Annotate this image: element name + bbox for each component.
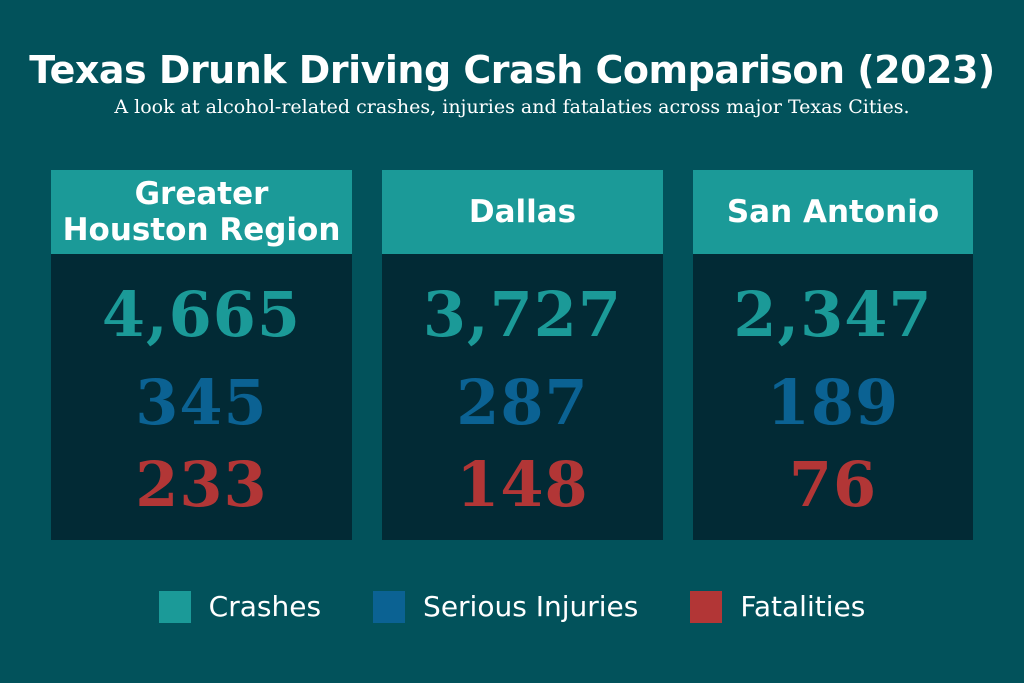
fatalities-swatch-icon [690,590,723,623]
legend-label: Fatalities [740,590,866,623]
city-name: Dallas [382,170,663,254]
legend-item-serious-injuries: Serious Injuries [373,590,638,623]
crashes-value: 3,727 [422,278,623,351]
city-panel-san-antonio: San Antonio 2,347 189 76 [693,170,973,540]
serious-injuries-value: 189 [766,366,900,439]
city-name: San Antonio [693,170,973,254]
crashes-value: 2,347 [733,278,933,351]
fatalities-value: 76 [788,448,878,521]
page-subtitle: A look at alcohol-related crashes, injur… [114,96,910,118]
legend-label: Crashes [208,590,322,623]
serious-injuries-value: 287 [456,366,589,439]
legend-label: Serious Injuries [423,590,639,623]
serious-injuries-value: 345 [135,366,268,439]
fatalities-value: 148 [456,448,589,521]
page-title: Texas Drunk Driving Crash Comparison (20… [29,48,995,92]
city-panel-houston: Greater Houston Region 4,665 345 233 [51,170,352,540]
legend-item-crashes: Crashes [158,590,322,623]
city-name: Greater Houston Region [51,170,352,254]
serious-injuries-swatch-icon [373,590,406,623]
legend-item-fatalities: Fatalities [690,590,865,623]
crashes-value: 4,665 [101,278,302,351]
crashes-swatch-icon [158,590,191,623]
fatalities-value: 233 [135,448,268,521]
city-panel-dallas: Dallas 3,727 287 148 [382,170,663,540]
legend: Crashes Serious Injuries Fatalities [0,590,1024,623]
